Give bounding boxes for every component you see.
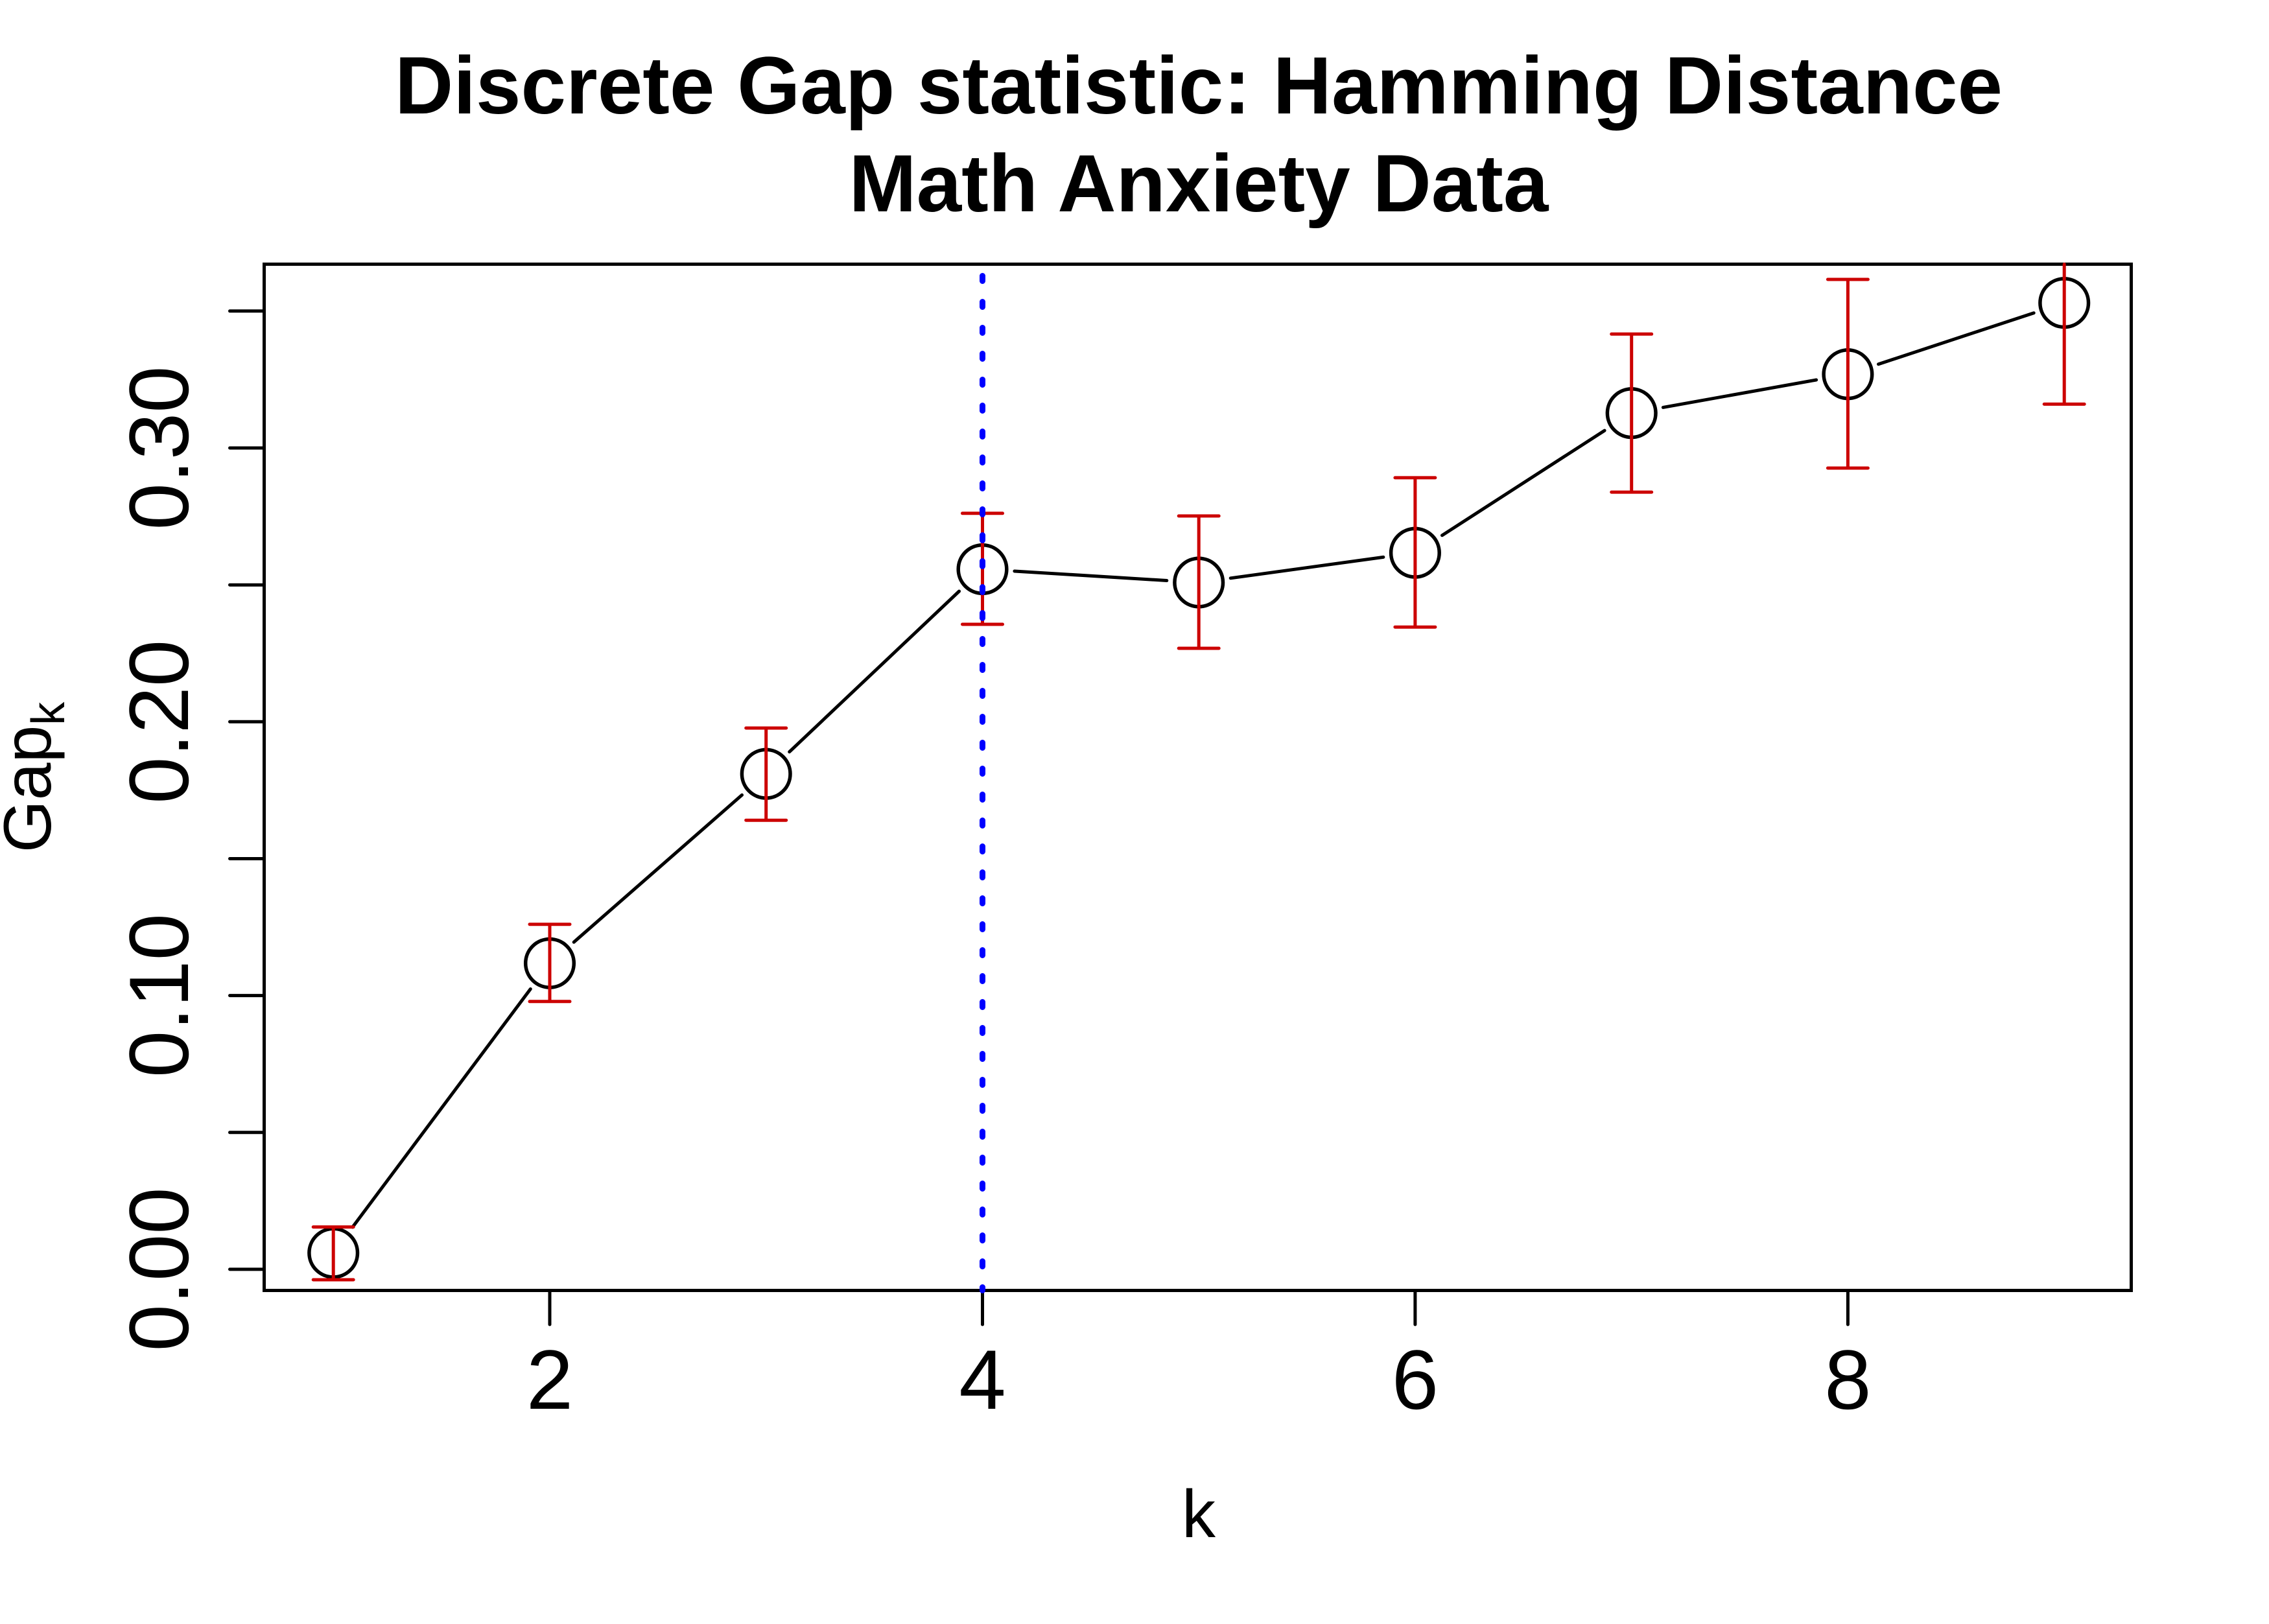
svg-text:0.20: 0.20 [112,640,206,804]
svg-text:0.00: 0.00 [112,1187,206,1351]
svg-text:2: 2 [526,1332,573,1427]
svg-text:0.30: 0.30 [112,366,206,530]
svg-text:0.10: 0.10 [112,913,206,1077]
svg-text:8: 8 [1824,1332,1871,1427]
svg-text:6: 6 [1392,1332,1439,1427]
svg-text:Gapk: Gapk [0,701,75,853]
svg-text:Math Anxiety Data: Math Anxiety Data [849,139,1549,229]
svg-text:4: 4 [959,1332,1005,1427]
svg-text:Discrete Gap statistic: Hammin: Discrete Gap statistic: Hamming Distance [395,41,2003,131]
svg-text:k: k [1182,1477,1216,1552]
